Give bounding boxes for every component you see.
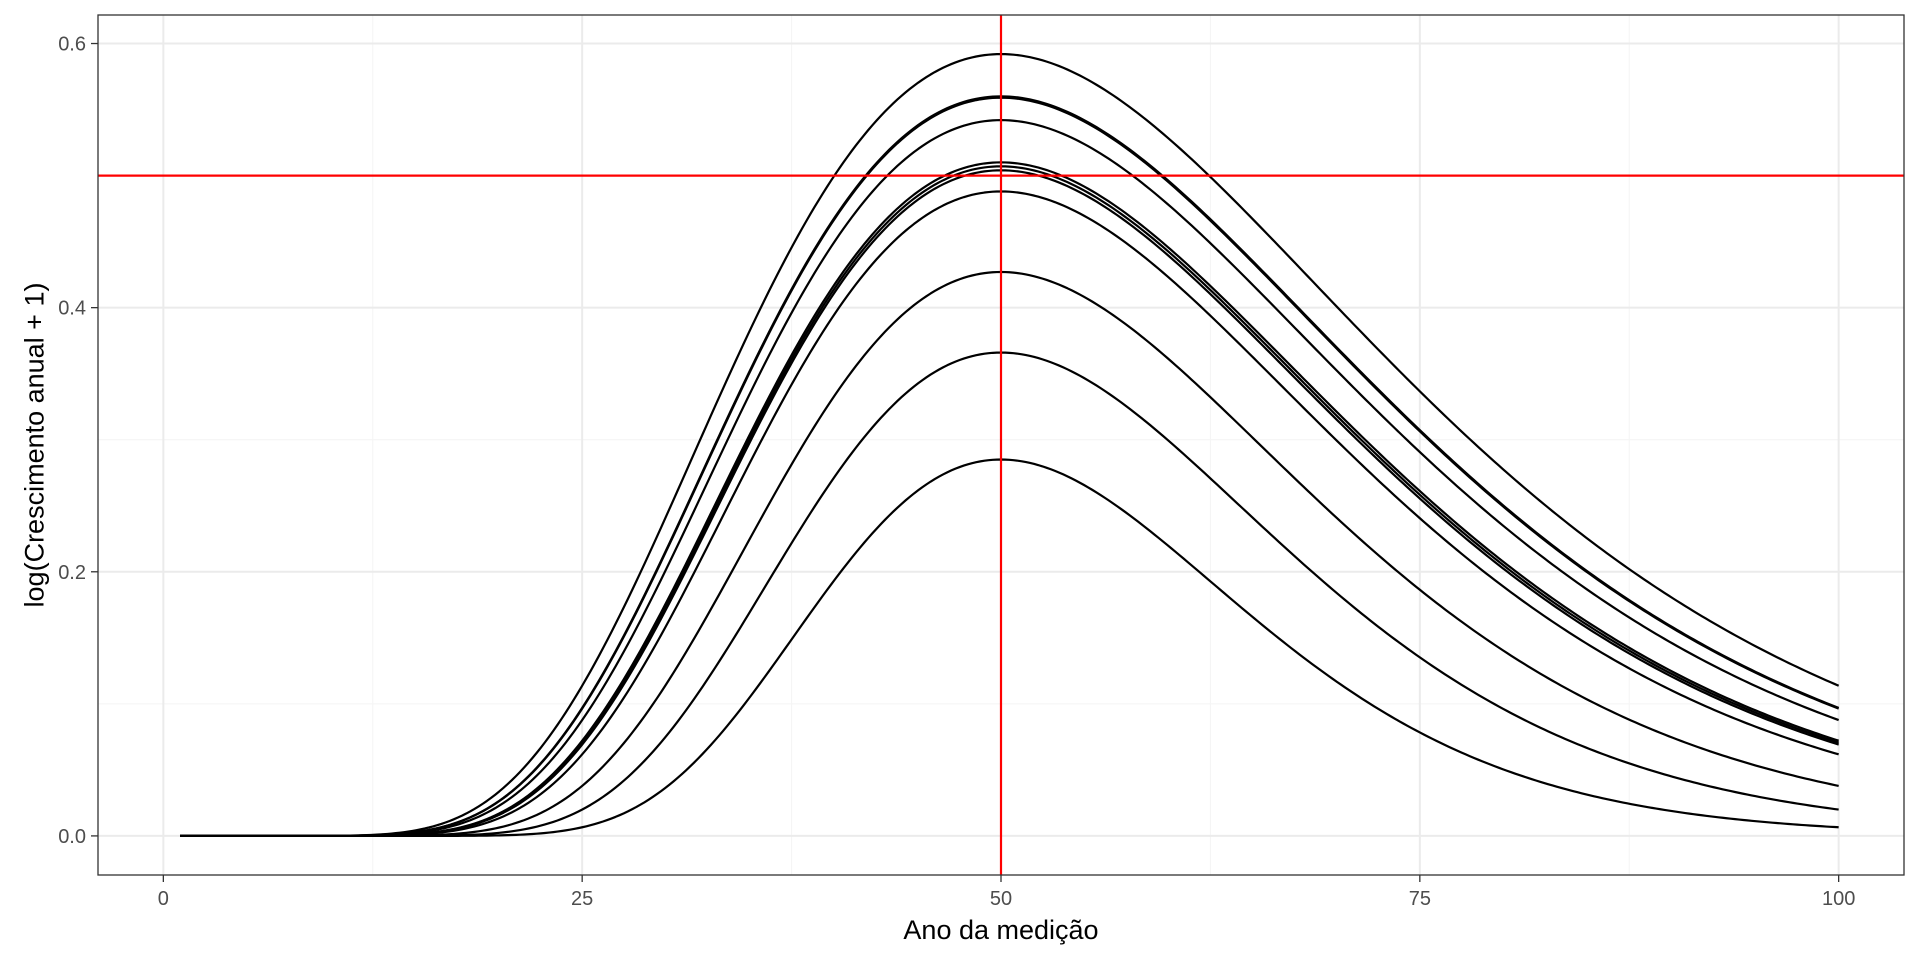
series-line-5 [180, 161, 1839, 838]
y-tick-label: 0.2 [58, 562, 86, 584]
series-line-3 [180, 96, 1840, 838]
x-tick-label: 100 [1822, 888, 1855, 910]
series-line-6 [180, 165, 1839, 838]
x-tick-label: 25 [571, 888, 593, 910]
y-axis: 0.0 0.2 0.4 0.6 [58, 34, 98, 848]
series-line-9 [180, 270, 1839, 838]
y-axis-title: log(Crescimento anual + 1) [19, 283, 49, 608]
y-tick-label: 0.0 [58, 826, 86, 848]
x-axis: 0 25 50 75 100 [158, 875, 1855, 910]
x-tick-label: 50 [990, 888, 1012, 910]
series-line-1 [180, 52, 1840, 838]
y-tick-label: 0.4 [58, 298, 86, 320]
series-line-7 [180, 169, 1839, 838]
reference-lines [98, 15, 1904, 875]
series-line-2 [180, 95, 1840, 838]
series-line-11 [180, 458, 1839, 838]
x-tick-label: 0 [158, 888, 169, 910]
series-line-10 [180, 351, 1839, 838]
x-tick-label: 75 [1409, 888, 1431, 910]
series-lines [180, 52, 1840, 838]
y-tick-label: 0.6 [58, 34, 86, 56]
x-axis-title: Ano da medição [903, 915, 1098, 945]
series-line-4 [180, 119, 1840, 838]
series-line-8 [180, 190, 1839, 838]
